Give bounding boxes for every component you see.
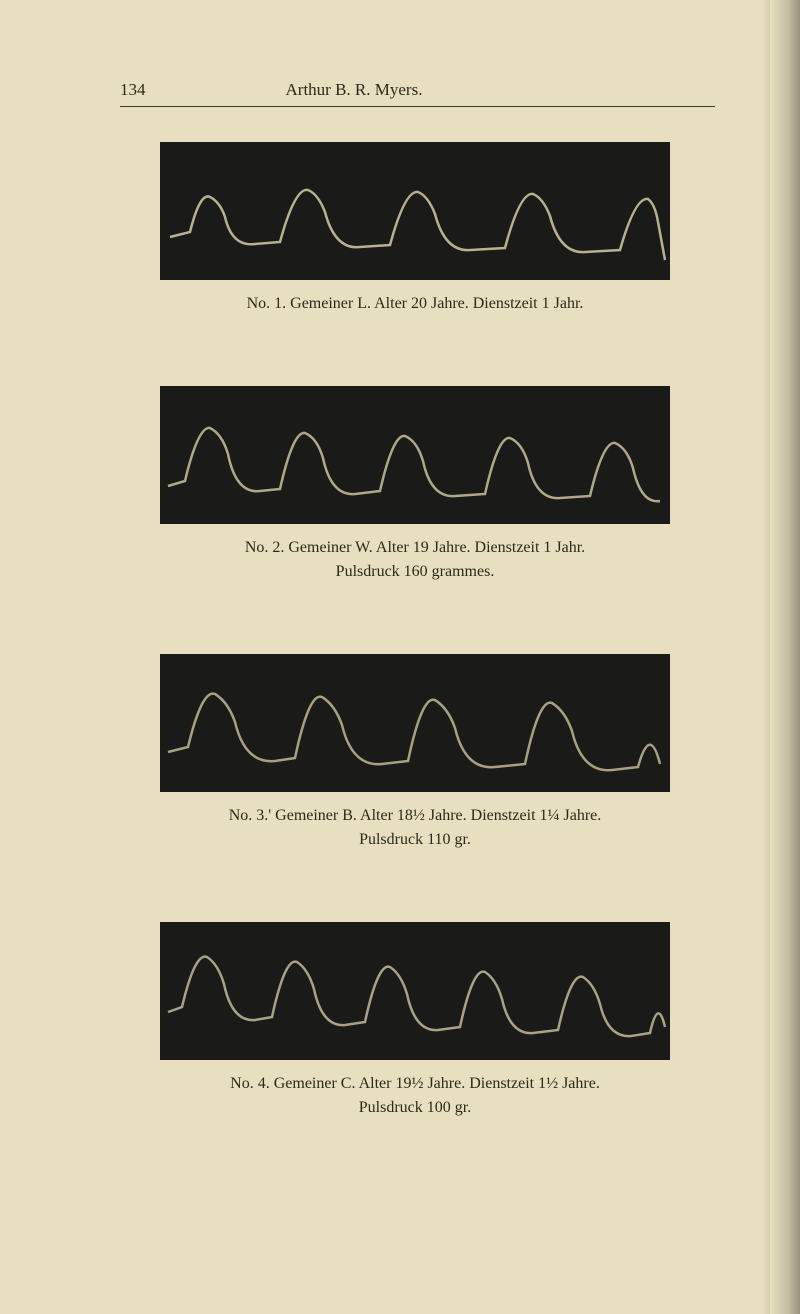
waveform-image-1 — [160, 142, 670, 280]
waveform-image-4 — [160, 922, 670, 1060]
waveform-image-3 — [160, 654, 670, 792]
figure-block-2: No. 2. Gemeiner W. Alter 19 Jahre. Diens… — [120, 386, 720, 584]
waveform-path-2 — [168, 428, 660, 501]
caption-4: No. 4. Gemeiner C. Alter 19½ Jahre. Dien… — [120, 1072, 710, 1120]
figure-block-3: No. 3.' Gemeiner B. Alter 18½ Jahre. Die… — [120, 654, 720, 852]
caption-3: No. 3.' Gemeiner B. Alter 18½ Jahre. Die… — [120, 804, 710, 852]
caption-3-line1: No. 3.' Gemeiner B. Alter 18½ Jahre. Die… — [120, 804, 710, 828]
waveform-image-2 — [160, 386, 670, 524]
waveform-path-3 — [168, 694, 660, 771]
page-edge-shadow — [762, 0, 770, 1314]
waveform-path-1 — [170, 190, 665, 260]
header-rule — [120, 106, 715, 107]
caption-1-line1: No. 1. Gemeiner L. Alter 20 Jahre. Diens… — [120, 292, 710, 316]
caption-1: No. 1. Gemeiner L. Alter 20 Jahre. Diens… — [120, 292, 710, 316]
page-header: 134 Arthur B. R. Myers. — [120, 80, 720, 100]
caption-2: No. 2. Gemeiner W. Alter 19 Jahre. Diens… — [120, 536, 710, 584]
waveform-svg-2 — [160, 386, 670, 524]
caption-3-line2: Pulsdruck 110 gr. — [120, 828, 710, 852]
figure-block-1: No. 1. Gemeiner L. Alter 20 Jahre. Diens… — [120, 142, 720, 316]
author-name: Arthur B. R. Myers. — [286, 80, 423, 100]
waveform-svg-3 — [160, 654, 670, 792]
page-binding-shadow — [770, 0, 800, 1314]
page-number: 134 — [120, 80, 146, 100]
figure-block-4: No. 4. Gemeiner C. Alter 19½ Jahre. Dien… — [120, 922, 720, 1120]
caption-2-line2: Pulsdruck 160 grammes. — [120, 560, 710, 584]
waveform-path-4 — [168, 957, 665, 1037]
caption-4-line1: No. 4. Gemeiner C. Alter 19½ Jahre. Dien… — [120, 1072, 710, 1096]
waveform-svg-4 — [160, 922, 670, 1060]
waveform-svg-1 — [160, 142, 670, 280]
caption-4-line2: Pulsdruck 100 gr. — [120, 1096, 710, 1120]
caption-2-line1: No. 2. Gemeiner W. Alter 19 Jahre. Diens… — [120, 536, 710, 560]
